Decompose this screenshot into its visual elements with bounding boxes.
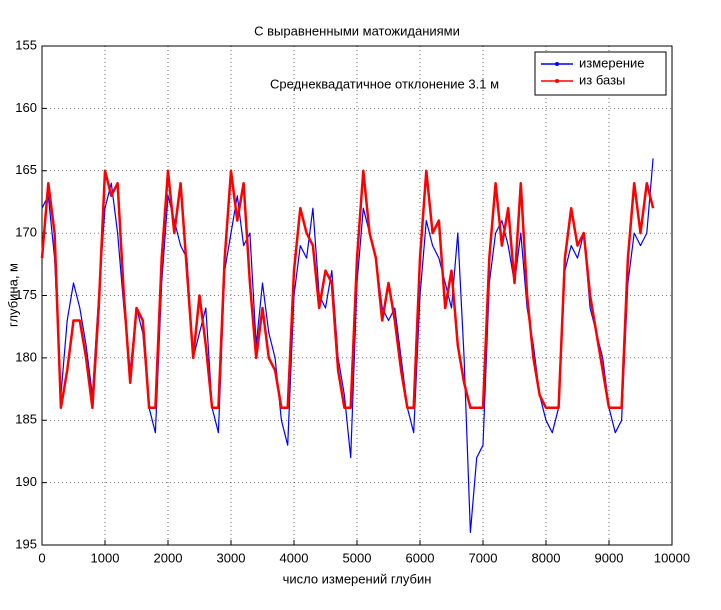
- x-tick-label: 10000: [654, 550, 690, 565]
- series-line: [40, 169, 655, 410]
- y-tick-label: 165: [15, 162, 37, 177]
- y-tick-label: 155: [15, 37, 37, 52]
- plot-frame: [41, 45, 673, 546]
- x-tick-label: 0: [38, 550, 45, 565]
- x-tick-label: 8000: [532, 550, 561, 565]
- x-tick-label: 7000: [469, 550, 498, 565]
- legend-label: измерение: [579, 55, 645, 70]
- y-tick-label: 170: [15, 225, 37, 240]
- chart-title: С выравненными матожиданиями: [254, 23, 460, 38]
- y-tick-label: 195: [15, 536, 37, 551]
- x-tick-label: 5000: [343, 550, 372, 565]
- x-tick-label: 2000: [154, 550, 183, 565]
- y-tick-label: 190: [15, 474, 37, 489]
- x-axis-label: число измерений глубин: [283, 571, 432, 586]
- x-tick-label: 1000: [91, 550, 120, 565]
- y-tick-label: 160: [15, 100, 37, 115]
- x-tick-label: 9000: [595, 550, 624, 565]
- legend-marker: [555, 79, 559, 83]
- annotation: Среднеквадатичное отклонение 3.1 м: [270, 76, 499, 91]
- y-tick-label: 180: [15, 349, 37, 364]
- legend-marker: [555, 62, 559, 66]
- legend-label: из базы: [579, 72, 625, 87]
- x-tick-label: 4000: [280, 550, 309, 565]
- x-tick-label: 3000: [217, 550, 246, 565]
- x-tick-label: 6000: [406, 550, 435, 565]
- y-tick-label: 175: [15, 287, 37, 302]
- y-tick-label: 185: [15, 412, 37, 427]
- y-axis-label: глубина, м: [5, 263, 20, 327]
- legend-box: [534, 51, 667, 96]
